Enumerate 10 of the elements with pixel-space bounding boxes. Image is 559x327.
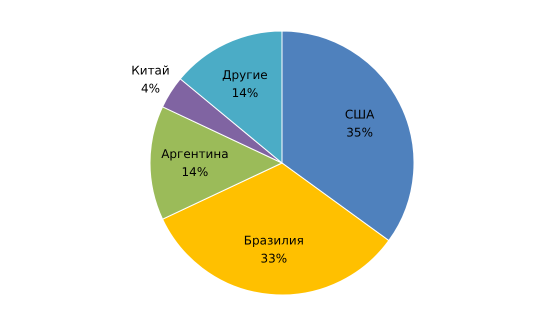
data-label: 14%: [182, 165, 208, 179]
slice-label: Китай: [131, 64, 170, 78]
data-label: 33%: [260, 252, 288, 266]
data-label: 14%: [232, 86, 258, 100]
slice-label: Другие: [222, 68, 268, 82]
data-label: 4%: [140, 82, 160, 96]
slice-label: Бразилия: [244, 234, 304, 248]
slice-label: США: [344, 107, 376, 122]
data-label: 35%: [346, 125, 373, 140]
slice-label: Аргентина: [161, 147, 229, 161]
